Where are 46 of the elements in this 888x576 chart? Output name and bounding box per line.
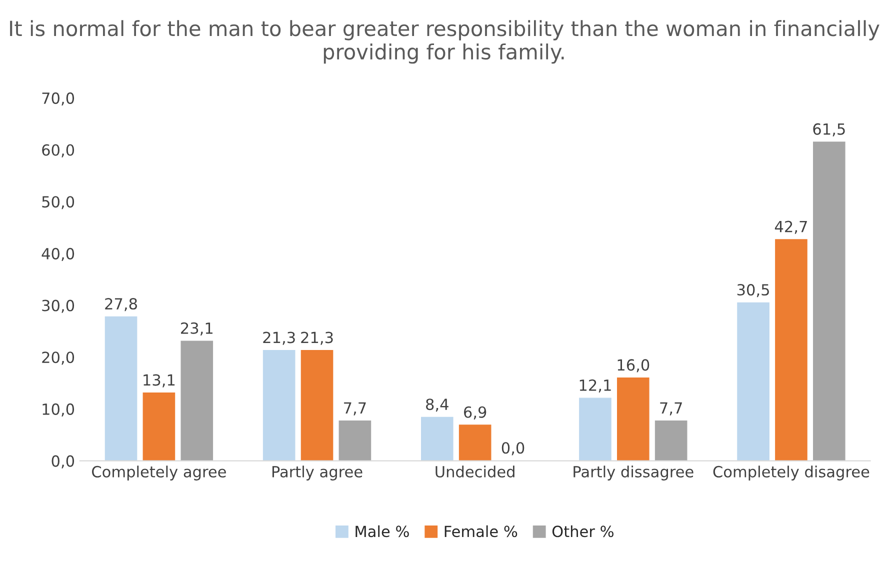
bar (458, 424, 492, 461)
x-tick-label: Partly agree (272, 466, 362, 480)
data-label: 23,1 (181, 322, 212, 336)
data-label: 27,8 (105, 298, 137, 312)
data-label: 16,0 (618, 359, 650, 372)
data-label: 21,3 (263, 332, 295, 345)
data-label: 13,1 (144, 374, 175, 388)
y-tick-label: 10,0 (42, 403, 74, 417)
bar (262, 350, 296, 461)
bar (300, 350, 334, 461)
data-label: 8,4 (426, 398, 448, 412)
data-label: 7,7 (344, 402, 366, 416)
data-label: 30,5 (737, 284, 769, 298)
bar (104, 316, 138, 461)
data-label: 6,9 (464, 406, 486, 420)
y-tick-label: 0,0 (52, 455, 74, 468)
bar (737, 302, 770, 461)
x-tick-label: Completely agree (92, 466, 226, 480)
y-tick-label: 50,0 (42, 196, 74, 210)
y-tick-label: 40,0 (42, 248, 74, 262)
bar (579, 398, 612, 461)
legend-label: Other % (552, 525, 614, 538)
legend-label: Female % (444, 525, 518, 538)
chart-title: It is normal for the man to bear greater responsibility than the woman in financially providing for his family. (10, 20, 880, 64)
y-tick-label: 30,0 (42, 300, 74, 313)
bar (775, 239, 808, 461)
bar (812, 142, 846, 461)
data-label: 7,7 (660, 402, 682, 416)
x-tick-label: Completely disagree (713, 466, 870, 480)
y-tick-label: 70,0 (42, 92, 74, 106)
x-tick-label: Undecided (436, 466, 514, 478)
bar (420, 416, 454, 461)
legend-label: Male % (356, 525, 409, 538)
bar (142, 392, 176, 461)
y-tick-label: 20,0 (42, 352, 74, 365)
bar (338, 420, 372, 461)
data-label: 42,7 (774, 220, 807, 234)
bar (616, 378, 650, 461)
x-tick-label: Partly dissagree (574, 466, 694, 480)
data-label: 21,3 (301, 332, 333, 345)
bar (180, 340, 214, 461)
data-label: 61,5 (813, 123, 845, 136)
data-label: 12,1 (580, 379, 611, 393)
y-tick-label: 60,0 (42, 144, 74, 158)
data-label: 0,0 (502, 442, 524, 456)
bar (654, 420, 688, 461)
